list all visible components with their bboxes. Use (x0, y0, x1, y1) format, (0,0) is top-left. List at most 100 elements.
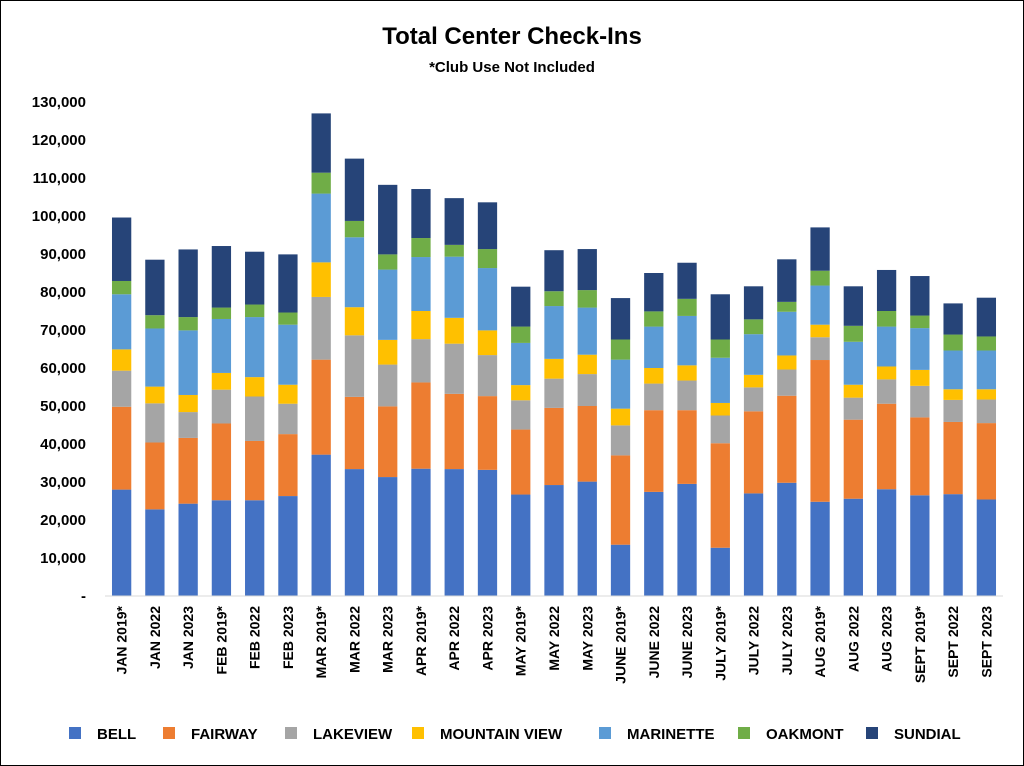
bar-segment-mountain-view (743, 374, 764, 388)
bar-stack (178, 249, 198, 596)
bar-segment-bell (644, 491, 664, 596)
bar-segment-lakeview (311, 296, 331, 360)
bar-segment-sundial (644, 273, 664, 312)
bar-segment-mountain-view (843, 384, 863, 398)
legend-item: BELL (69, 726, 136, 743)
bar-segment-fairway (976, 423, 997, 500)
bar-segment-bell (544, 485, 564, 596)
bar-segment-marinette (677, 315, 697, 366)
bar-segment-lakeview (544, 378, 564, 408)
bar-segment-sundial (976, 297, 997, 337)
bar-stack (743, 286, 764, 596)
bar-segment-mountain-view (610, 408, 631, 426)
bar-segment-mountain-view (544, 358, 564, 379)
bar-segment-marinette (610, 359, 631, 409)
bar-segment-sundial (344, 158, 365, 221)
bar-segment-fairway (710, 443, 730, 548)
bar-segment-lakeview (876, 379, 897, 404)
bar-segment-marinette (444, 256, 464, 318)
bar-segment-fairway (245, 440, 265, 501)
bar-segment-marinette (311, 193, 331, 263)
bar-segment-lakeview (411, 339, 431, 383)
bar-segment-sundial (378, 184, 398, 255)
x-tick-label: APR 2023 (479, 606, 495, 671)
legend-swatch (69, 727, 81, 739)
x-tick-label: JUNE 2023 (679, 606, 695, 679)
bar-segment-mountain-view (976, 389, 997, 400)
bar-segment-sundial (411, 189, 431, 239)
bar-stack (810, 227, 830, 596)
y-tick-label: 90,000 (40, 246, 86, 263)
bar-segment-fairway (677, 410, 697, 484)
bar-segment-oakmont (278, 312, 298, 325)
bar-segment-mountain-view (810, 324, 830, 338)
bar-segment-bell (777, 482, 797, 596)
bar-segment-sundial (777, 259, 797, 302)
chart-title: Total Center Check-Ins (382, 23, 642, 50)
bar-stack (411, 189, 431, 596)
bar-segment-sundial (943, 303, 963, 335)
bar-segment-mountain-view (644, 368, 664, 384)
bar-segment-mountain-view (145, 386, 165, 404)
bar-stack (910, 276, 930, 596)
bar-stack (278, 254, 298, 596)
bar-segment-oakmont (943, 334, 963, 351)
bar-stack (976, 297, 997, 596)
bar-stack (710, 294, 730, 596)
x-tick-label: MAY 2019* (513, 605, 529, 676)
bar-stack (211, 246, 232, 596)
bar-segment-fairway (910, 417, 930, 496)
bar-segment-oakmont (111, 280, 132, 295)
bar-segment-lakeview (710, 415, 730, 444)
bar-segment-sundial (477, 202, 498, 250)
bar-segment-oakmont (245, 304, 265, 318)
bar-segment-marinette (378, 269, 398, 340)
bar-segment-marinette (245, 317, 265, 378)
bar-stack (644, 273, 664, 596)
bar-segment-bell (876, 489, 897, 596)
legend-swatch (599, 727, 611, 739)
bar-segment-oakmont (311, 172, 331, 194)
bar-segment-mountain-view (777, 355, 797, 370)
bar-stack (876, 269, 897, 596)
bar-segment-oakmont (910, 315, 930, 329)
bar-segment-bell (378, 477, 398, 596)
bar-segment-sundial (577, 249, 597, 291)
bar-segment-sundial (610, 298, 631, 340)
bar-segment-lakeview (477, 355, 498, 397)
bar-segment-sundial (278, 254, 298, 313)
x-tick-label: FEB 2019* (213, 605, 229, 674)
bar-segment-fairway (511, 429, 531, 495)
bar-segment-bell (477, 469, 498, 596)
bar-segment-fairway (111, 406, 132, 490)
bar-segment-lakeview (943, 399, 963, 422)
bar-segment-oakmont (710, 339, 730, 358)
bar-segment-mountain-view (411, 311, 431, 340)
x-tick-label: JULY 2023 (779, 606, 795, 675)
bar-segment-marinette (511, 342, 531, 386)
x-tick-label: MAR 2022 (346, 606, 362, 673)
legend-swatch (285, 727, 297, 739)
x-tick-label: SEPT 2022 (945, 606, 961, 678)
bar-stack (577, 249, 597, 596)
bar-stack (311, 113, 331, 596)
bar-segment-oakmont (777, 301, 797, 312)
bar-stack (111, 217, 132, 596)
bar-segment-sundial (743, 286, 764, 320)
y-tick-label: 80,000 (40, 284, 86, 301)
y-tick-label: 60,000 (40, 360, 86, 377)
bar-segment-sundial (810, 227, 830, 271)
bar-segment-marinette (477, 268, 498, 331)
bar-segment-bell (178, 503, 198, 596)
y-tick-label: 20,000 (40, 512, 86, 529)
bar-segment-lakeview (145, 403, 165, 443)
bar-segment-oakmont (610, 339, 631, 360)
bar-segment-bell (145, 509, 165, 596)
bar-segment-mountain-view (943, 389, 963, 400)
bar-segment-fairway (943, 421, 963, 495)
bar-stack (544, 250, 564, 596)
bar-segment-marinette (211, 318, 232, 373)
legend-item: FAIRWAY (163, 726, 258, 743)
bar-segment-lakeview (444, 343, 464, 394)
x-tick-label: FEB 2022 (247, 606, 263, 669)
